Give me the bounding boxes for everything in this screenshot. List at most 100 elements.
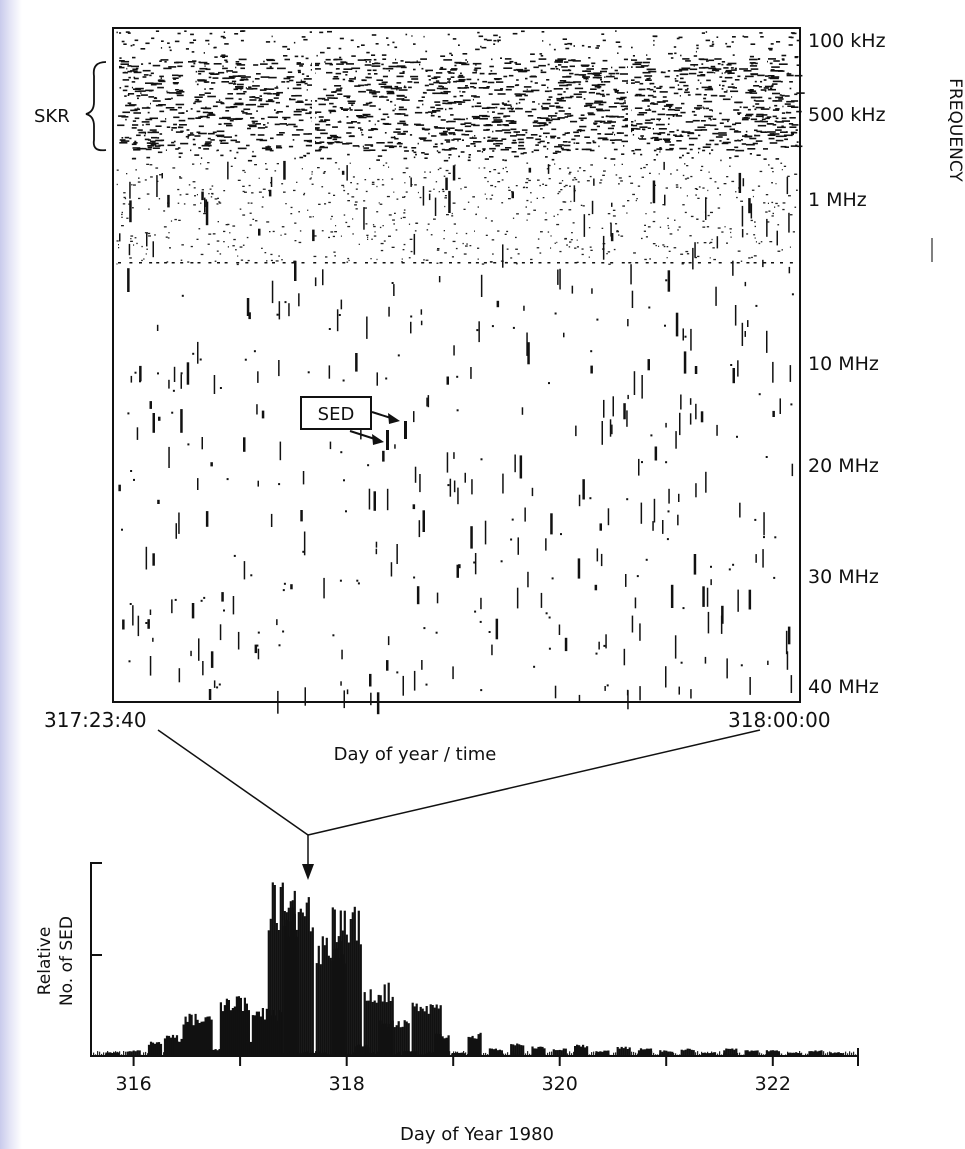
- connector-arrowhead: [302, 864, 314, 880]
- sed-mark: [627, 394, 629, 400]
- noise-mark: [185, 48, 189, 50]
- noise-mark: [661, 71, 663, 73]
- noise-mark: [575, 148, 579, 150]
- noise-mark: [611, 142, 615, 144]
- noise-mark: [307, 84, 315, 86]
- hist-bar: [531, 1046, 534, 1056]
- noise-mark: [207, 132, 215, 135]
- sed-mark: [554, 685, 557, 699]
- noise-mark: [217, 262, 220, 264]
- sed-dot: [145, 622, 148, 624]
- noise-mark: [659, 85, 663, 88]
- sed-mark: [612, 396, 614, 417]
- noise-mark: [266, 58, 274, 61]
- sed-mark: [583, 214, 586, 237]
- noise-mark: [521, 30, 525, 33]
- noise-mark: [235, 86, 244, 88]
- noise-mark: [411, 149, 414, 152]
- noise-mark: [737, 112, 742, 114]
- noise-mark: [116, 263, 118, 265]
- noise-mark: [590, 128, 598, 131]
- sed-dot: [128, 660, 131, 663]
- noise-mark: [358, 116, 367, 119]
- noise-mark: [358, 90, 366, 93]
- hist-fine-bar: [633, 1051, 635, 1056]
- noise-mark: [313, 128, 319, 130]
- noise-mark: [748, 257, 751, 259]
- noise-mark: [503, 115, 511, 117]
- noise-mark: [750, 118, 758, 121]
- noise-mark: [678, 68, 681, 71]
- sed-mark: [363, 207, 365, 230]
- noise-mark: [464, 122, 472, 124]
- noise-mark: [318, 116, 324, 118]
- noise-mark: [613, 88, 617, 91]
- noise-mark: [439, 68, 447, 70]
- hist-bar: [192, 1025, 195, 1056]
- noise-mark: [598, 103, 604, 106]
- hist-bar: [385, 1023, 388, 1056]
- noise-mark: [357, 122, 361, 124]
- noise-mark: [673, 46, 677, 48]
- noise-mark: [343, 68, 353, 70]
- sed-mark: [149, 656, 152, 676]
- noise-mark: [636, 198, 638, 200]
- noise-mark: [578, 74, 587, 76]
- noise-mark: [440, 66, 444, 69]
- hist-bar: [235, 996, 238, 1056]
- noise-mark: [686, 177, 690, 179]
- noise-mark: [646, 68, 652, 71]
- noise-mark: [387, 116, 390, 118]
- noise-mark: [145, 42, 150, 45]
- sed-mark: [277, 690, 279, 714]
- noise-mark: [711, 110, 713, 112]
- noise-mark: [541, 84, 546, 86]
- noise-mark: [737, 139, 739, 141]
- noise-mark: [275, 260, 279, 262]
- noise-mark: [338, 168, 340, 170]
- hist-bar: [787, 1052, 790, 1056]
- noise-mark: [659, 91, 668, 93]
- sed-dot: [510, 538, 513, 541]
- noise-mark: [593, 72, 602, 74]
- noise-mark: [621, 125, 630, 128]
- noise-mark: [784, 95, 790, 97]
- noise-mark: [485, 234, 488, 236]
- hist-bar: [359, 944, 362, 1056]
- sed-dot: [134, 371, 137, 374]
- noise-mark: [388, 65, 398, 68]
- noise-mark: [624, 119, 630, 121]
- noise-mark: [263, 60, 265, 63]
- noise-mark: [693, 114, 697, 116]
- noise-mark: [208, 76, 212, 79]
- noise-mark: [753, 255, 757, 257]
- noise-mark: [766, 116, 772, 118]
- noise-mark: [324, 61, 326, 63]
- noise-mark: [482, 80, 488, 83]
- noise-mark: [722, 141, 731, 144]
- noise-mark: [126, 67, 128, 70]
- noise-mark: [634, 81, 640, 83]
- noise-mark: [137, 97, 139, 100]
- sed-mark: [755, 554, 757, 563]
- hist-bar: [323, 945, 326, 1056]
- hist-bar: [814, 1050, 817, 1056]
- noise-mark: [727, 120, 729, 123]
- noise-mark: [501, 102, 505, 104]
- sed-dot: [284, 301, 287, 304]
- noise-mark: [607, 127, 614, 130]
- noise-mark: [453, 223, 456, 225]
- noise-mark: [483, 137, 486, 139]
- noise-mark: [279, 132, 285, 134]
- noise-mark: [522, 134, 526, 136]
- noise-mark: [749, 137, 757, 140]
- noise-mark: [272, 262, 275, 264]
- noise-mark: [633, 252, 636, 254]
- hist-bar: [227, 1000, 230, 1056]
- sed-dot: [641, 461, 643, 464]
- noise-mark: [190, 245, 193, 248]
- noise-mark: [422, 91, 426, 94]
- noise-mark: [747, 108, 751, 111]
- noise-mark: [730, 236, 732, 238]
- noise-mark: [235, 87, 244, 90]
